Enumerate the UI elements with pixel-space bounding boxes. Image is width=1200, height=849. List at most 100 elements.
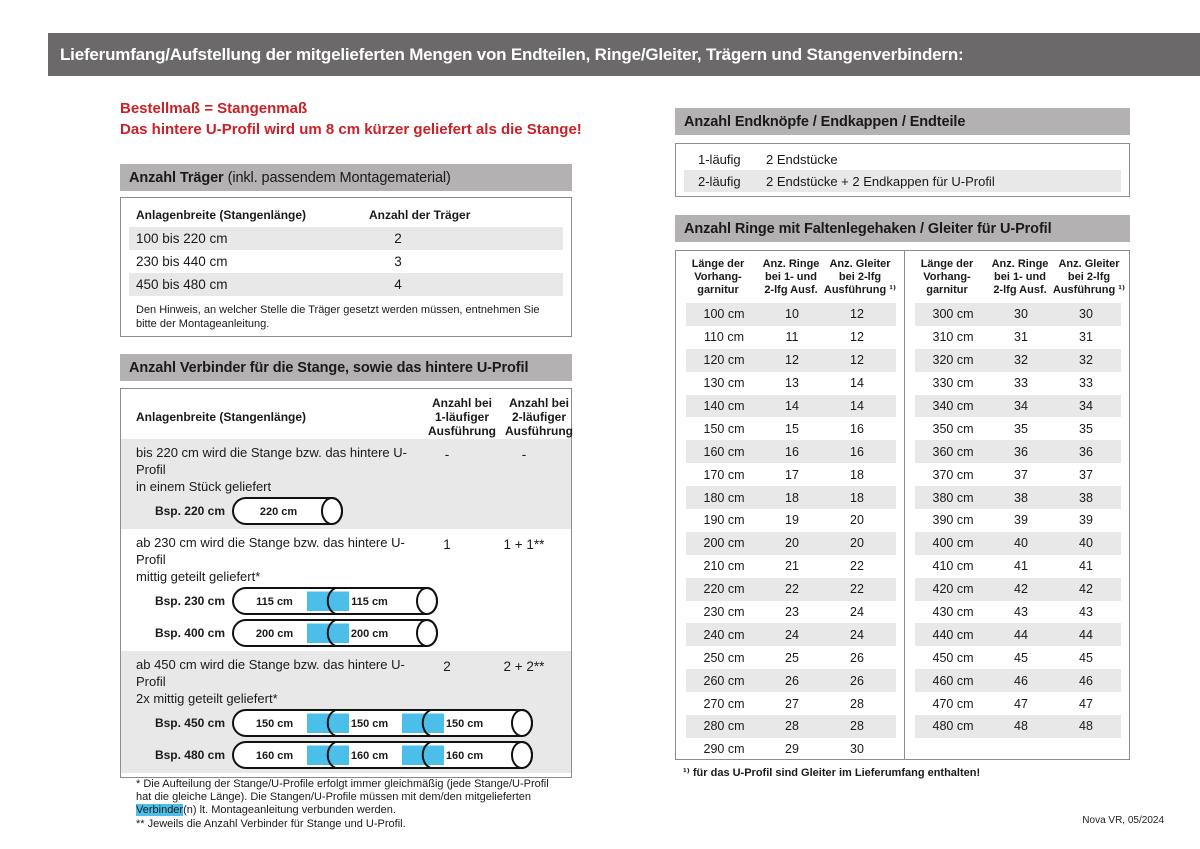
cell-laenge: 400 cm	[932, 536, 974, 551]
footnote-1-post: (n) lt. Montageanleitung verbunden werde…	[183, 804, 396, 816]
cell-anz-ringe: 27	[785, 696, 799, 711]
cell-anz-gleiter: 36	[1079, 444, 1093, 459]
rod-joint-arc	[326, 587, 336, 615]
table-row: 390 cm 39 39	[915, 509, 1121, 532]
order-size-notice: Bestellmaß = Stangenmaß Das hintere U-Pr…	[120, 98, 582, 140]
cell-anz-ringe: 32	[1014, 353, 1028, 368]
table-row: 130 cm 13 14	[686, 372, 896, 395]
cell-anz-ringe: 17	[785, 467, 799, 482]
verbinder-block-row: ab 230 cm wird die Stange bzw. das hinte…	[121, 534, 571, 585]
table-row: 140 cm 14 14	[686, 394, 896, 418]
ringe-col-headers: Länge der Vorhang- garnitur Anz. Ringe be…	[905, 251, 1129, 303]
cell-laenge: 140 cm	[703, 399, 745, 413]
table-row: 160 cm 16 16	[686, 440, 896, 464]
cell-laenge: 360 cm	[932, 444, 974, 459]
cell-laenge: 430 cm	[932, 605, 974, 620]
cell-laenge: 200 cm	[703, 536, 745, 551]
col-header-anzahl-traeger: Anzahl der Träger	[369, 208, 471, 222]
cell-anz-gleiter: 30	[1079, 307, 1093, 322]
cell-anz-ringe: 47	[1014, 696, 1028, 711]
rod-example-row: Bsp. 220 cm 220 cm	[121, 495, 571, 527]
cell-anz-ringe: 42	[1014, 582, 1028, 597]
table-row: 440 cm 44 44	[915, 623, 1121, 647]
table-row: 340 cm 34 34	[915, 394, 1121, 418]
cell-endteile: 2 Endstücke + 2 Endkappen für U-Profil	[766, 173, 995, 189]
notice-line-2: Das hintere U-Profil wird um 8 cm kürzer…	[120, 121, 582, 138]
cell-anz-gleiter: 14	[850, 399, 864, 413]
rod-example-label: Bsp. 400 cm	[154, 626, 225, 640]
table-row: 330 cm 33 33	[915, 372, 1121, 395]
rod-example-label: Bsp. 220 cm	[154, 504, 225, 518]
verbinder-table: Anlagenbreite (Stangenlänge) Anzahl bei …	[120, 388, 573, 830]
cell-laenge: 270 cm	[703, 696, 745, 711]
table-row: 200 cm 20 20	[686, 531, 896, 555]
ringe-table-right-half: Länge der Vorhang- garnitur Anz. Ringe be…	[904, 251, 1129, 759]
rod-end-cap	[511, 741, 533, 769]
ringe-footnote: ¹⁾ für das U-Profil sind Gleiter im Lief…	[683, 767, 981, 779]
ringe-table-inner: Länge der Vorhang- garnitur Anz. Ringe be…	[676, 251, 1129, 759]
table-row: 460 cm 46 46	[915, 669, 1121, 693]
rod-example-label: Bsp. 450 cm	[154, 716, 225, 730]
page-title-banner: Lieferumfang/Aufstellung der mitgeliefer…	[48, 33, 1200, 76]
table-row: 230 cm 23 24	[686, 601, 896, 624]
value-1laufig: -	[444, 447, 450, 462]
cell-anz-ringe: 18	[785, 490, 799, 505]
cell-anz-gleiter: 39	[1079, 513, 1093, 528]
cell-anz-gleiter: 18	[850, 467, 864, 482]
cell-laenge: 240 cm	[703, 627, 745, 642]
cell-laenge: 120 cm	[703, 353, 745, 368]
verbinder-block-row: bis 220 cm wird die Stange bzw. das hint…	[121, 444, 571, 495]
cell-laenge: 310 cm	[932, 330, 974, 345]
cell-anz-ringe: 14	[785, 399, 799, 413]
col-header: Anz. Ringe bei 1- und 2-lfg Ausf.	[991, 258, 1049, 296]
rod-example-row: Bsp. 400 cm 200 cm 200 cm	[121, 617, 571, 649]
table-row: 120 cm 12 12	[686, 348, 896, 372]
cell-anz-gleiter: 43	[1079, 605, 1093, 620]
cell-anzahl-traeger: 4	[394, 277, 402, 292]
rod-diagram: 115 cm 115 cm	[232, 587, 438, 615]
table-row: 170 cm 17 18	[686, 463, 896, 486]
section-title: Anzahl Endknöpfe / Endkappen / Endteile	[684, 113, 966, 130]
table-row: 280 cm 28 28	[686, 715, 896, 738]
cell-laufigkeit: 1-läufig	[698, 151, 741, 167]
cell-anz-gleiter: 46	[1079, 673, 1093, 688]
rod-diagram: 160 cm 160 cm 160 cm	[232, 741, 533, 769]
cell-anz-gleiter: 35	[1079, 421, 1093, 436]
cell-laenge: 170 cm	[703, 467, 745, 482]
table-row: 2-läufig 2 Endstücke + 2 Endkappen für U-…	[684, 170, 1121, 192]
document-version: Nova VR, 05/2024	[1082, 815, 1164, 826]
cell-anz-gleiter: 18	[850, 490, 864, 505]
cell-anz-gleiter: 38	[1079, 490, 1093, 505]
cell-anz-ringe: 16	[785, 444, 799, 459]
value-2laufig: 2 + 2**	[503, 659, 545, 674]
cell-anz-ringe: 26	[785, 673, 799, 688]
cell-anz-gleiter: 28	[850, 696, 864, 711]
table-row: 240 cm 24 24	[686, 623, 896, 647]
table-row: 180 cm 18 18	[686, 486, 896, 510]
table-row: 150 cm 15 16	[686, 417, 896, 440]
rod-joint-arc	[421, 709, 431, 737]
cell-laenge: 340 cm	[932, 399, 974, 413]
cell-anz-gleiter: 41	[1079, 559, 1093, 574]
rod-example-row: Bsp. 480 cm 160 cm 160 cm 160 cm	[121, 739, 571, 771]
footnote-1: * Die Aufteilung der Stange/U-Profile er…	[136, 778, 557, 817]
rod-end-cap	[511, 709, 533, 737]
value-2laufig: 1 + 1**	[503, 537, 545, 552]
ringe-table: Länge der Vorhang- garnitur Anz. Ringe be…	[675, 250, 1130, 760]
cell-laenge: 210 cm	[703, 559, 745, 574]
table-row: 420 cm 42 42	[915, 577, 1121, 601]
cell-laenge: 300 cm	[932, 307, 974, 322]
cell-laenge: 410 cm	[932, 559, 974, 574]
cell-laenge: 380 cm	[932, 490, 974, 505]
cell-anz-gleiter: 26	[850, 673, 864, 688]
cell-laenge: 420 cm	[932, 582, 974, 597]
cell-anz-ringe: 33	[1014, 376, 1028, 391]
traeger-note: Den Hinweis, an welcher Stelle die Träge…	[136, 304, 540, 330]
cell-anz-ringe: 36	[1014, 444, 1028, 459]
rod-example-row: Bsp. 230 cm 115 cm 115 cm	[121, 585, 571, 617]
cell-anz-ringe: 43	[1014, 605, 1028, 620]
rod-joint-arc	[326, 619, 336, 647]
rod-segment-label: 160 cm	[351, 750, 389, 762]
cell-anz-gleiter: 12	[850, 307, 864, 322]
ringe-rows: 300 cm 30 30 310 cm 31 31 320 cm 32 32 330 cm 33 33…	[905, 303, 1129, 738]
